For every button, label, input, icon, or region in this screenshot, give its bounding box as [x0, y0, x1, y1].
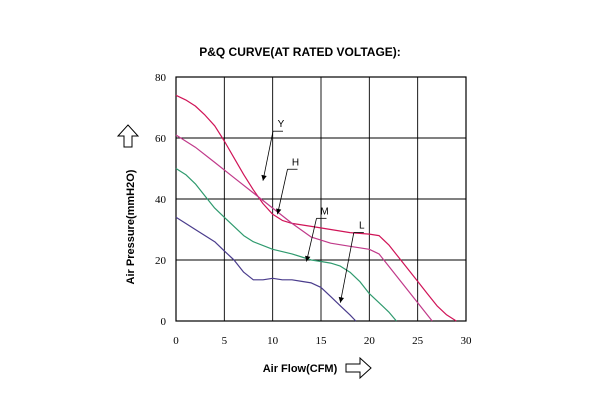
x-axis-arrow-icon [345, 356, 372, 380]
callout-label: Y [278, 119, 285, 130]
y-tick-label: 40 [155, 194, 167, 206]
callout-leader [339, 232, 355, 303]
y-tick-label: 20 [155, 255, 167, 267]
callout-arrowhead-icon [276, 208, 282, 215]
callout-label: L [359, 221, 365, 232]
y-tick-label: 60 [155, 133, 167, 145]
callout-leader [262, 131, 274, 181]
x-tick-label: 10 [267, 335, 279, 347]
callout-label: H [292, 157, 299, 168]
callout-arrowhead-icon [305, 255, 311, 262]
callout-arrowhead-icon [338, 296, 345, 303]
callout-l: L [338, 221, 365, 303]
series-line-h [175, 134, 433, 322]
series-line-l [175, 216, 357, 322]
x-tick-label: 0 [173, 335, 179, 347]
plot-frame [175, 76, 467, 322]
series-line-m [175, 167, 397, 322]
series-line-y [175, 94, 457, 322]
x-tick-label: 5 [222, 335, 228, 347]
callout-m: M [305, 206, 329, 262]
chart-title: P&Q CURVE(AT RATED VOLTAGE): [199, 45, 401, 59]
callout-leader [306, 218, 317, 262]
y-tick-label: 80 [155, 72, 167, 84]
y-axis-arrow-icon [116, 124, 140, 148]
callout-y: Y [261, 119, 285, 181]
x-tick-label: 30 [461, 335, 473, 347]
x-tick-label: 15 [316, 335, 328, 347]
y-tick-label: 0 [161, 316, 167, 328]
series-callouts: Y H M L [261, 119, 365, 303]
x-axis-ticks: 0 5 10 15 20 25 30 [173, 335, 472, 347]
callout-leader [277, 169, 288, 215]
y-axis-ticks: 0 20 40 60 80 [155, 72, 167, 328]
x-axis-label: Air Flow(CFM) [263, 363, 338, 375]
callout-h: H [276, 157, 299, 215]
x-tick-label: 25 [412, 335, 424, 347]
x-tick-label: 20 [364, 335, 376, 347]
y-axis-label: Air Pressure(mmH2O) [125, 169, 137, 284]
series-lines [175, 94, 457, 322]
callout-label: M [320, 206, 328, 217]
grid [176, 77, 466, 321]
callout-arrowhead-icon [261, 174, 267, 181]
